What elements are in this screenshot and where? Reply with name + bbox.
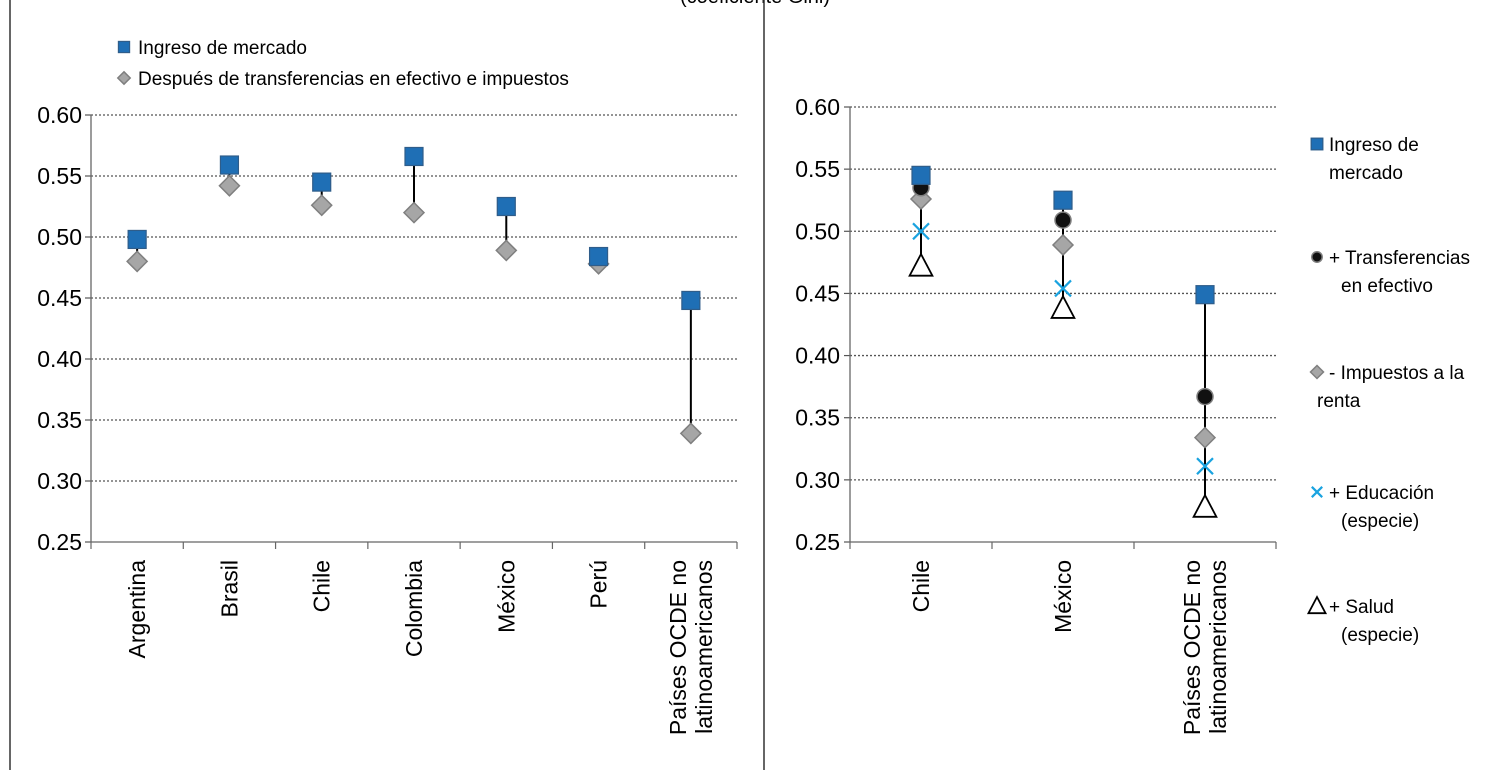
- y-tick-label: 0.35: [37, 407, 82, 433]
- y-tick-label: 0.30: [795, 467, 840, 493]
- legend-label: + Salud (especie): [1329, 597, 1419, 646]
- x-tick-label: Países OCDE nolatinoamericanos: [665, 560, 717, 735]
- data-point: [126, 250, 149, 273]
- x-tick-label: Países OCDE nolatinoamericanos: [1179, 560, 1231, 735]
- data-point: [312, 172, 332, 192]
- data-point: [495, 239, 518, 262]
- legend-label: Después de transferencias en efectivo e …: [138, 69, 569, 90]
- y-tick-label: 0.55: [795, 156, 840, 182]
- data-point: [1196, 387, 1214, 406]
- chart-right: 0.25 0.30 0.35 0.40 0.45 0.50 0.55 0.60 Chile Méx…: [795, 94, 1470, 735]
- legend-marker: [1309, 364, 1325, 380]
- data-point: [1051, 233, 1075, 257]
- data-point: [402, 201, 426, 224]
- data-point: [1054, 279, 1072, 298]
- y-tick-label: 0.45: [795, 280, 840, 306]
- y-tick-label: 0.40: [37, 346, 82, 372]
- legend-marker: [1311, 486, 1323, 498]
- data-point: [1193, 426, 1217, 449]
- data-point: [127, 229, 147, 250]
- x-tick-label: Chile: [908, 560, 934, 612]
- data-point: [1054, 211, 1072, 229]
- y-tick-label: 0.45: [37, 285, 82, 311]
- data-point: [218, 174, 241, 197]
- legend-label: + Transferencias en efectivo: [1329, 248, 1470, 297]
- data-point: [1196, 457, 1214, 475]
- data-point: [496, 196, 516, 217]
- y-tick-label: 0.40: [795, 343, 840, 369]
- legend-label: Ingreso de mercado: [1329, 135, 1419, 184]
- y-tick-label: 0.50: [37, 224, 82, 250]
- data-point: [681, 290, 701, 311]
- legend-marker: [117, 40, 131, 54]
- x-tick-label: Colombia: [401, 560, 427, 657]
- legend-label: Ingreso de mercado: [138, 38, 307, 59]
- legend-marker: [1311, 251, 1323, 263]
- data-point: [1053, 190, 1073, 210]
- y-tick-label: 0.35: [795, 405, 840, 431]
- y-tick-label: 0.55: [37, 163, 82, 189]
- x-tick-label: Perú: [586, 560, 612, 609]
- data-point: [219, 155, 240, 175]
- y-tick-label: 0.30: [37, 468, 82, 494]
- legend-marker: [1310, 137, 1324, 151]
- y-tick-label: 0.25: [37, 529, 82, 555]
- data-point: [404, 146, 424, 167]
- data-point: [912, 222, 930, 241]
- figure-title: (coeficiente Gini): [680, 0, 830, 8]
- y-tick-label: 0.25: [795, 529, 840, 555]
- y-tick-label: 0.60: [37, 102, 82, 128]
- legend-label: + Educación (especie): [1329, 483, 1434, 532]
- data-point: [1050, 294, 1076, 319]
- data-point: [310, 194, 333, 217]
- y-tick-label: 0.50: [795, 218, 840, 244]
- data-point: [588, 246, 609, 267]
- data-point: [908, 252, 934, 277]
- chart-left: 0.25 0.30 0.35 0.40 0.45 0.50 0.55 0.60 Argentin…: [37, 38, 738, 735]
- legend-marker: [116, 70, 132, 86]
- x-tick-label: Argentina: [124, 560, 150, 659]
- data-point: [1195, 285, 1215, 305]
- y-tick-label: 0.60: [795, 94, 840, 120]
- data-point: [911, 165, 931, 185]
- x-tick-label: México: [493, 560, 519, 633]
- legend-label: - Impuestos a la renta: [1317, 363, 1465, 412]
- x-tick-label: Brasil: [216, 560, 242, 618]
- x-tick-label: Chile: [309, 560, 335, 612]
- legend-marker: [1306, 595, 1328, 615]
- data-point: [1192, 493, 1218, 518]
- x-tick-label: México: [1050, 560, 1076, 633]
- data-point: [679, 422, 702, 445]
